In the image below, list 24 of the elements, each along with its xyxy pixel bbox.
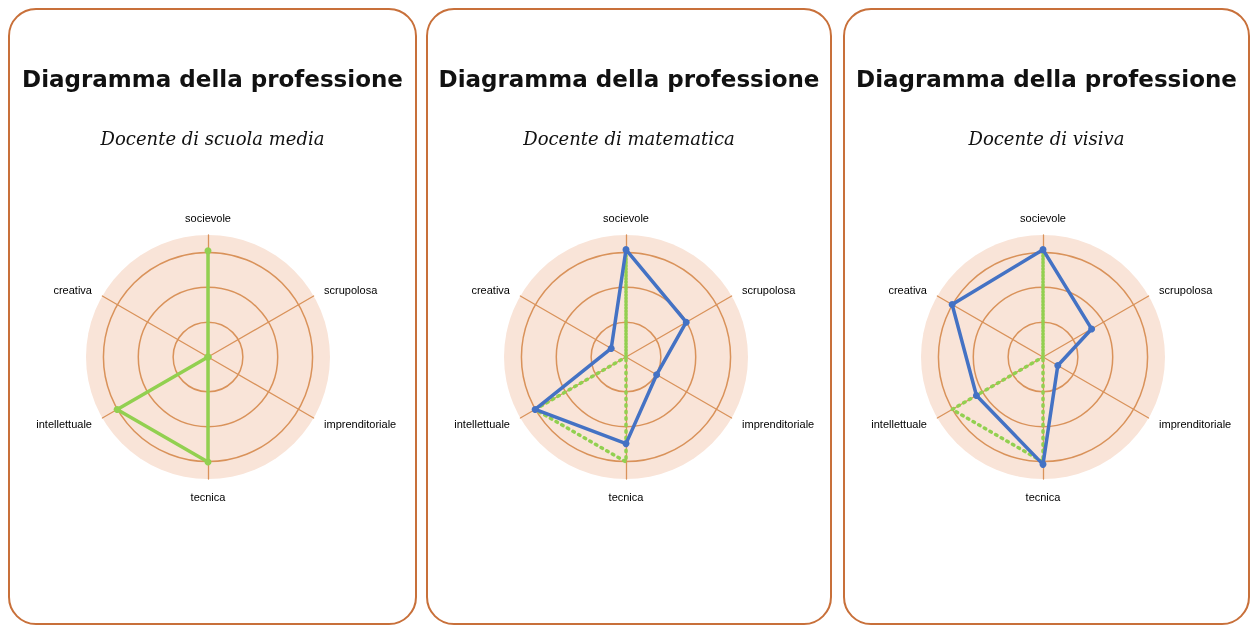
- chart-subtitle: Docente di scuola media: [99, 127, 325, 149]
- spoke-label: tecnica: [190, 490, 227, 503]
- spoke-label: scrupolosa: [742, 284, 797, 296]
- spoke-label: intellettuale: [871, 418, 927, 430]
- spoke-label: imprenditoriale: [324, 418, 397, 430]
- spoke-label: tecnica: [608, 490, 645, 503]
- spoke-label: imprenditoriale: [1159, 418, 1232, 430]
- chart-title: Diagramma della professione: [438, 65, 820, 92]
- spoke-label: socievole: [1020, 211, 1066, 224]
- spoke-label: creativa: [53, 284, 93, 296]
- spoke-label: creativa: [888, 284, 928, 296]
- spoke-label: intellettuale: [36, 418, 92, 430]
- spoke-label: creativa: [471, 284, 511, 296]
- chart-subtitle: Docente di matematica: [522, 127, 735, 149]
- spoke-label: tecnica: [1025, 490, 1062, 503]
- chart-subtitle: Docente di visiva: [967, 127, 1125, 149]
- spoke-label: socievole: [185, 211, 231, 224]
- chart-title: Diagramma della professione: [22, 65, 403, 92]
- spoke-label: socievole: [603, 211, 649, 224]
- spoke-label: scrupolosa: [1159, 284, 1214, 296]
- chart-title: Diagramma della professione: [856, 65, 1237, 92]
- spoke-label: imprenditoriale: [742, 418, 815, 430]
- spoke-label: scrupolosa: [324, 284, 379, 296]
- spoke-label: intellettuale: [454, 418, 510, 430]
